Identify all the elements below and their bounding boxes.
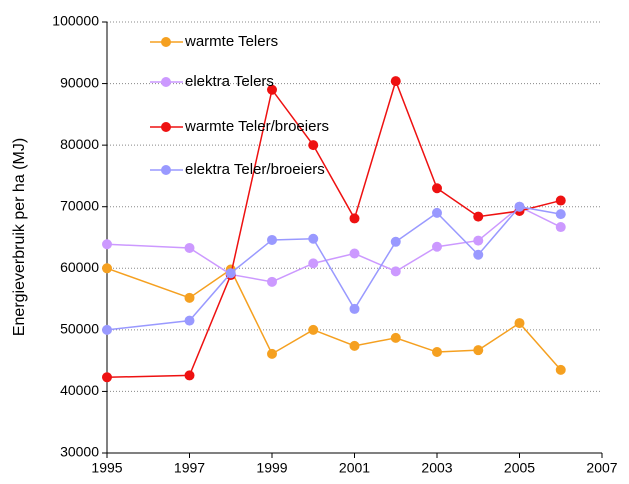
data-point (514, 318, 525, 329)
data-point (432, 347, 442, 358)
legend-marker (161, 37, 171, 47)
legend-marker (161, 122, 171, 132)
data-point (555, 209, 566, 220)
series-line (106, 205, 562, 283)
data-point (390, 332, 401, 343)
legend-marker (161, 77, 171, 87)
data-point (473, 249, 484, 260)
legend-label: elektra Telers (185, 73, 274, 90)
data-point (267, 348, 277, 359)
data-point (473, 211, 484, 222)
data-point (267, 276, 277, 287)
data-point (308, 324, 319, 335)
legend-label: warmte Telers (184, 33, 278, 50)
data-point (308, 140, 319, 151)
data-point (390, 76, 401, 87)
data-point (184, 242, 195, 253)
data-point (473, 235, 484, 246)
data-point (102, 239, 112, 250)
data-point (308, 233, 319, 244)
data-point (102, 263, 112, 274)
data-point (473, 345, 484, 356)
y-tick-label: 50000 (60, 321, 99, 337)
data-point (225, 268, 236, 279)
y-tick-label: 60000 (60, 259, 99, 275)
data-point (390, 236, 401, 247)
y-tick-label: 70000 (60, 197, 99, 213)
x-tick-label: 1999 (256, 460, 287, 476)
y-tick-label: 100000 (52, 13, 99, 29)
x-tick-label: 2005 (504, 460, 535, 476)
legend-marker (161, 165, 171, 175)
data-point (514, 201, 525, 212)
data-point (349, 248, 360, 259)
x-tick-label: 2001 (339, 460, 370, 476)
x-tick-label: 2007 (586, 460, 617, 476)
data-point (349, 303, 360, 314)
data-point (102, 324, 112, 335)
x-tick-label: 1995 (91, 460, 122, 476)
data-point (349, 213, 360, 224)
data-point (349, 340, 360, 351)
data-point (390, 266, 401, 277)
data-point (432, 207, 442, 218)
data-point (432, 241, 442, 252)
data-point (102, 372, 112, 383)
y-tick-label: 90000 (60, 74, 99, 90)
data-point (267, 234, 277, 245)
data-point (184, 370, 195, 381)
x-tick-label: 2003 (421, 460, 452, 476)
data-point (267, 84, 277, 95)
legend-label: elektra Teler/broeiers (185, 161, 325, 178)
data-point (432, 183, 442, 194)
data-point (184, 292, 195, 303)
y-tick-label: 30000 (60, 444, 99, 460)
x-tick-label: 1997 (174, 460, 205, 476)
data-point (184, 315, 195, 326)
y-axis-label: Energieverbruik per ha (MJ) (11, 138, 28, 336)
data-point (555, 222, 566, 233)
y-tick-label: 40000 (60, 382, 99, 398)
y-tick-label: 80000 (60, 136, 99, 152)
series-line (106, 267, 562, 371)
legend-label: warmte Teler/broeiers (184, 118, 329, 135)
data-point (555, 195, 566, 206)
data-point (555, 364, 566, 375)
series-line (106, 205, 561, 331)
data-point (308, 258, 319, 269)
